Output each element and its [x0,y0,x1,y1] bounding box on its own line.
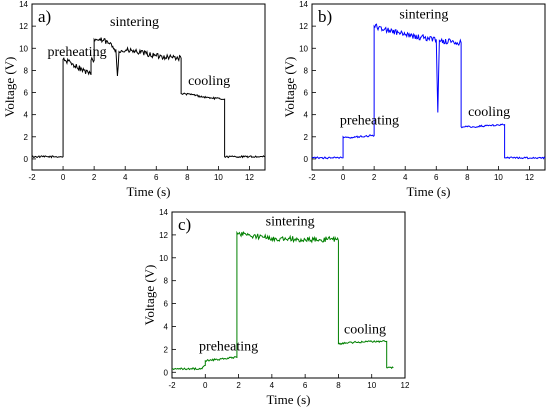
y-tick-label-a: 8 [24,66,29,75]
panel-a: -2 0 2 4 6 8 10 12 0 2 4 6 8 10 12 14 Time (s) Voltage (V… [2,0,266,199]
y-tick-label-c: 12 [159,231,168,240]
x-tick-label-b: 4 [403,173,408,182]
y-tick-label-c: 2 [164,345,169,354]
plot-frame-a [31,3,266,171]
y-tick-label-b: 8 [304,66,309,75]
annotation-sintering-a: sintering [110,15,159,30]
y-tick-label-a: 0 [24,155,29,164]
x-tick-label-c: 8 [336,381,341,390]
x-tick-label-a: 6 [154,173,159,182]
y-tick-label-c: 10 [159,254,168,263]
annotation-preheating-a: preheating [47,45,106,60]
x-tick-label-c: 10 [367,381,376,390]
y-tick-label-b: 0 [304,155,309,164]
x-tick-label-c: 4 [270,381,275,390]
x-tick-label-c: 2 [236,381,241,390]
y-axis-title-b: Voltage (V) [282,57,297,118]
y-tick-label-c: 4 [164,322,169,331]
y-tick-label-a: 6 [24,89,29,98]
panel-label-b: b) [318,7,332,26]
y-tick-label-b: 14 [299,0,308,9]
x-tick-label-b: -2 [308,173,316,182]
y-tick-label-a: 10 [19,44,28,53]
y-tick-label-b: 2 [304,133,309,142]
x-tick-label-c: -2 [168,381,176,390]
annotation-preheating-b: preheating [340,114,399,129]
panel-b: -2 0 2 4 6 8 10 12 0 2 4 6 8 10 12 14 Time (s) Voltage (V… [282,0,546,199]
annotation-preheating-c: preheating [199,340,258,355]
y-tick-label-c: 14 [159,208,168,217]
y-tick-label-a: 4 [24,111,29,120]
series-line-c [171,230,394,371]
y-tick-label-a: 12 [19,22,28,31]
x-tick-label-b: 8 [465,173,470,182]
panel-label-a: a) [38,7,51,26]
y-tick-label-a: 14 [19,0,28,9]
x-tick-label-c: 12 [401,381,410,390]
x-tick-label-b: 2 [372,173,377,182]
x-tick-label-a: 12 [245,173,254,182]
y-tick-label-c: 6 [164,300,169,309]
x-tick-label-a: -2 [28,173,36,182]
x-tick-label-b: 0 [341,173,346,182]
plot-frame-c [171,211,406,379]
y-tick-label-c: 0 [164,368,169,377]
annotation-cooling-c: cooling [344,322,386,337]
x-tick-label-b: 6 [434,173,439,182]
plot-frame-b [311,3,546,171]
panel-c: -2 0 2 4 6 8 10 12 0 2 4 6 8 10 12 14 Time (s) Voltage (V… [142,208,410,407]
y-axis-title-c: Voltage (V) [142,265,157,326]
x-tick-label-a: 10 [214,173,223,182]
annotation-cooling-b: cooling [468,105,510,120]
x-tick-label-a: 4 [123,173,128,182]
y-tick-label-b: 6 [304,89,309,98]
x-tick-label-a: 8 [185,173,190,182]
x-tick-label-a: 0 [61,173,66,182]
x-tick-label-a: 2 [92,173,97,182]
annotation-sintering-b: sintering [399,7,448,22]
x-tick-label-b: 12 [525,173,534,182]
y-tick-label-b: 10 [299,44,308,53]
x-tick-label-c: 0 [203,381,208,390]
annotation-sintering-c: sintering [266,215,315,230]
y-axis-title-a: Voltage (V) [2,57,17,118]
x-tick-label-c: 6 [303,381,308,390]
y-tick-label-c: 8 [164,277,169,286]
y-tick-label-a: 2 [24,133,29,142]
panel-label-c: c) [178,215,191,234]
x-axis-title-b: Time (s) [407,184,451,199]
series-line-b [311,23,546,160]
x-axis-title-a: Time (s) [127,184,171,199]
y-tick-label-b: 4 [304,111,309,120]
x-axis-title-c: Time (s) [267,392,311,407]
series-line-a [31,37,266,159]
y-tick-label-b: 12 [299,22,308,31]
x-tick-label-b: 10 [494,173,503,182]
annotation-cooling-a: cooling [188,74,230,89]
